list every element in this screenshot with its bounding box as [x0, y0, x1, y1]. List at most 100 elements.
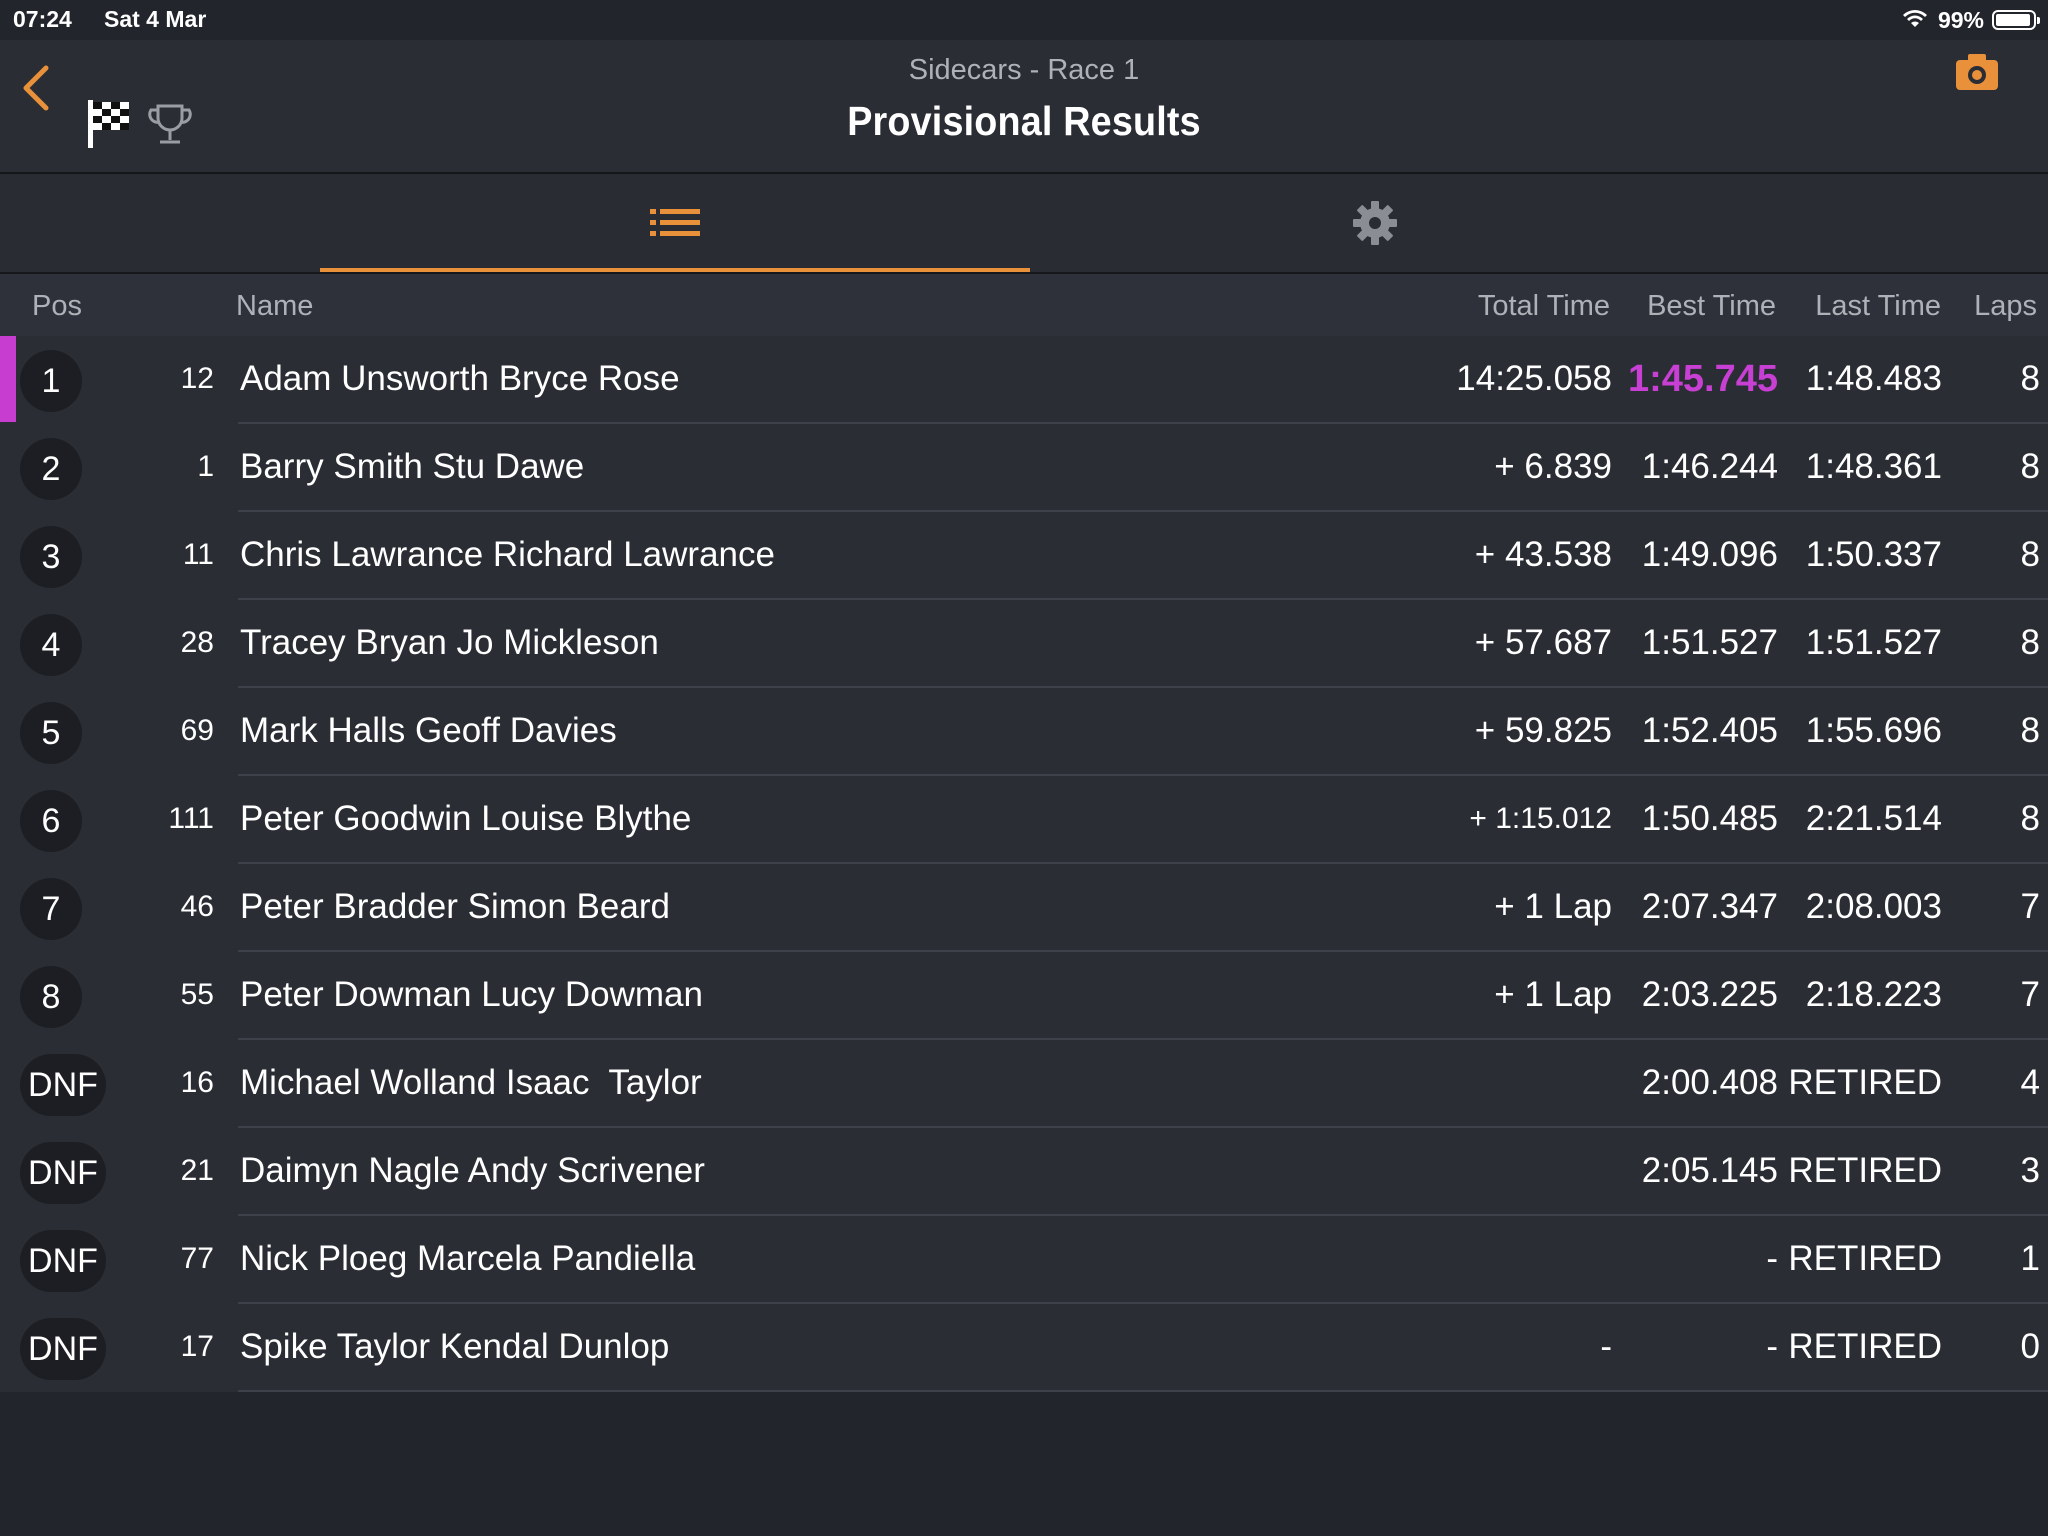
table-row[interactable]: 7 46 Peter Bradder Simon Beard + 1 Lap 2…	[0, 864, 2048, 952]
race-number: 55	[180, 978, 214, 1011]
rider-names: Michael Wolland Isaac Taylor	[240, 1063, 702, 1102]
last-time: RETIRED	[1788, 1327, 1942, 1366]
total-time: -	[1600, 1327, 1612, 1366]
best-time: 2:07.347	[1641, 887, 1778, 926]
position-badge: 1	[20, 350, 82, 412]
laps: 0	[2020, 1327, 2040, 1366]
table-row[interactable]: DNF 21 Daimyn Nagle Andy Scrivener 2:05.…	[0, 1128, 2048, 1216]
race-number: 12	[180, 362, 214, 395]
table-row[interactable]: 6 111 Peter Goodwin Louise Blythe + 1:15…	[0, 776, 2048, 864]
position-badge: DNF	[20, 1230, 106, 1292]
last-time: 1:48.483	[1805, 359, 1942, 398]
last-time: 2:21.514	[1805, 799, 1942, 838]
race-number: 28	[180, 626, 214, 659]
best-time: 1:50.485	[1641, 799, 1778, 838]
best-time: 1:52.405	[1641, 711, 1778, 750]
row-divider	[238, 862, 2048, 864]
position-badge: 4	[20, 614, 82, 676]
laps: 8	[2020, 799, 2040, 838]
table-row[interactable]: DNF 16 Michael Wolland Isaac Taylor 2:00…	[0, 1040, 2048, 1128]
table-row[interactable]: DNF 77 Nick Ploeg Marcela Pandiella - RE…	[0, 1216, 2048, 1304]
table-row[interactable]: 4 28 Tracey Bryan Jo Mickleson + 57.687 …	[0, 600, 2048, 688]
checkered-flag-icon[interactable]	[86, 98, 132, 155]
trophy-icon[interactable]	[148, 102, 192, 153]
row-divider	[238, 510, 2048, 512]
table-row[interactable]: DNF 17 Spike Taylor Kendal Dunlop - - RE…	[0, 1304, 2048, 1392]
rider-names: Nick Ploeg Marcela Pandiella	[240, 1239, 696, 1278]
laps: 8	[2020, 711, 2040, 750]
row-divider	[238, 1302, 2048, 1304]
best-time: 1:45.745	[1627, 358, 1778, 400]
last-time: 1:48.361	[1805, 447, 1942, 486]
race-number: 16	[180, 1066, 214, 1099]
race-number: 1	[197, 450, 214, 483]
row-divider	[238, 1126, 2048, 1128]
column-header-best-time: Best Time	[1647, 290, 1776, 322]
row-divider	[238, 774, 2048, 776]
laps: 8	[2020, 623, 2040, 662]
position-badge: 7	[20, 878, 82, 940]
column-header-total-time: Total Time	[1477, 290, 1610, 322]
position-badge: DNF	[20, 1142, 106, 1204]
best-time: -	[1766, 1327, 1778, 1366]
laps: 3	[2020, 1151, 2040, 1190]
total-time: + 6.839	[1494, 447, 1612, 486]
rider-names: Adam Unsworth Bryce Rose	[240, 359, 680, 398]
column-header-laps: Laps	[1974, 290, 2037, 322]
page-subtitle: Sidecars - Race 1	[908, 54, 1140, 86]
column-header-last-time: Last Time	[1815, 290, 1941, 322]
race-number: 46	[180, 890, 214, 923]
gear-icon	[1353, 201, 1397, 245]
total-time: + 1 Lap	[1494, 887, 1612, 926]
last-time: RETIRED	[1788, 1063, 1942, 1102]
row-divider	[238, 950, 2048, 952]
tab-results-list[interactable]	[320, 174, 1030, 272]
row-divider	[238, 1390, 2048, 1392]
laps: 7	[2020, 887, 2040, 926]
rider-names: Tracey Bryan Jo Mickleson	[240, 623, 659, 662]
camera-button[interactable]	[1954, 52, 2000, 97]
camera-icon	[1956, 54, 1998, 90]
battery-percent: 99%	[1937, 6, 1984, 33]
rider-names: Peter Bradder Simon Beard	[240, 887, 670, 926]
rider-names: Chris Lawrance Richard Lawrance	[240, 535, 775, 574]
total-time: + 43.538	[1474, 535, 1612, 574]
total-time: + 1:15.012	[1469, 802, 1612, 835]
row-divider	[238, 1038, 2048, 1040]
best-time: 1:51.527	[1641, 623, 1778, 662]
last-time: 1:55.696	[1805, 711, 1942, 750]
race-number: 21	[180, 1154, 214, 1187]
laps: 8	[2020, 359, 2040, 398]
last-time: 1:50.337	[1805, 535, 1942, 574]
back-button[interactable]	[14, 58, 58, 118]
total-time: 14:25.058	[1456, 359, 1612, 398]
race-number: 11	[182, 538, 214, 571]
table-row[interactable]: 8 55 Peter Dowman Lucy Dowman + 1 Lap 2:…	[0, 952, 2048, 1040]
row-divider	[238, 422, 2048, 424]
position-badge: 6	[20, 790, 82, 852]
wifi-icon	[1900, 6, 1930, 35]
laps: 7	[2020, 975, 2040, 1014]
position-badge: DNF	[20, 1054, 106, 1116]
best-time: 2:05.145	[1641, 1151, 1778, 1190]
table-row[interactable]: 5 69 Mark Halls Geoff Davies + 59.825 1:…	[0, 688, 2048, 776]
status-time: 07:24	[13, 6, 72, 32]
last-time: RETIRED	[1788, 1239, 1942, 1278]
table-row[interactable]: 3 11 Chris Lawrance Richard Lawrance + 4…	[0, 512, 2048, 600]
table-row[interactable]: 2 1 Barry Smith Stu Dawe + 6.839 1:46.24…	[0, 424, 2048, 512]
page-title: Provisional Results	[847, 98, 1201, 144]
column-header-pos: Pos	[32, 290, 82, 322]
rider-names: Spike Taylor Kendal Dunlop	[240, 1327, 670, 1366]
total-time: + 59.825	[1474, 711, 1612, 750]
battery-icon	[1992, 10, 2040, 30]
status-date: Sat 4 Mar	[104, 6, 207, 32]
race-number: 69	[180, 714, 214, 747]
laps: 8	[2020, 447, 2040, 486]
laps: 4	[2020, 1063, 2040, 1102]
status-right: 99%	[1900, 4, 2040, 36]
best-time: 2:03.225	[1641, 975, 1778, 1014]
column-header-name: Name	[236, 290, 314, 322]
table-row[interactable]: 1 12 Adam Unsworth Bryce Rose 14:25.058 …	[0, 336, 2048, 424]
tab-settings[interactable]	[1030, 174, 1720, 272]
rider-names: Mark Halls Geoff Davies	[240, 711, 617, 750]
